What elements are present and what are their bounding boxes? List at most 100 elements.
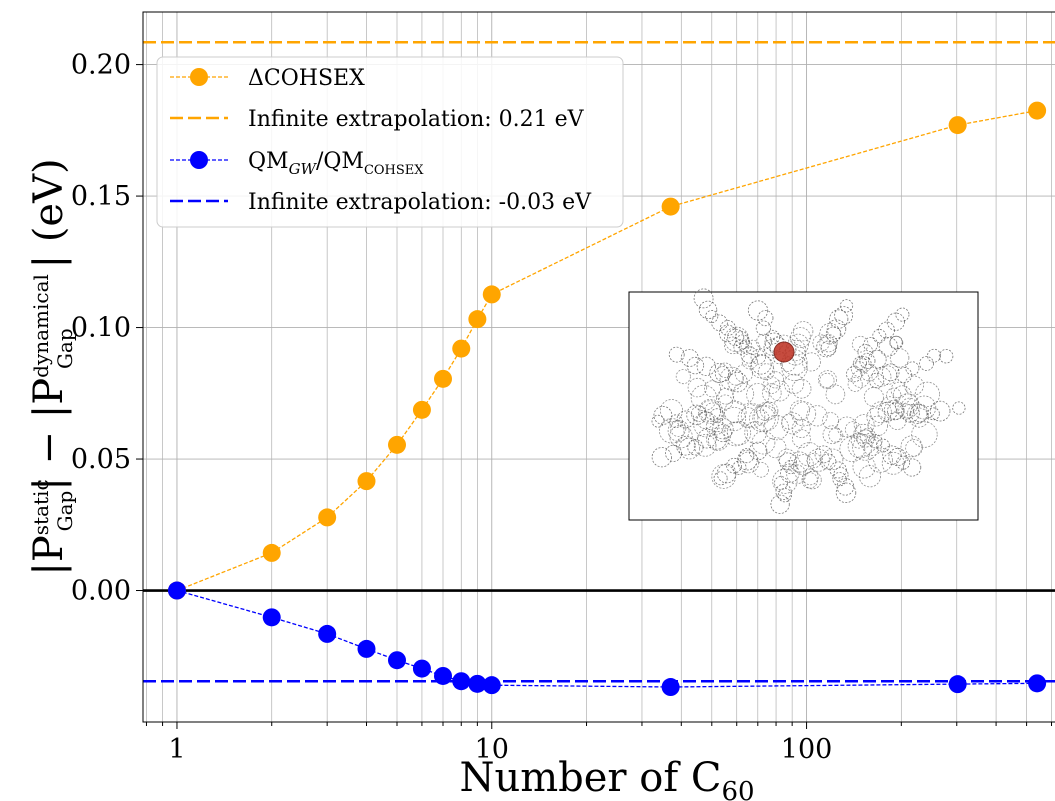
fullerene-ball [717, 362, 734, 379]
fullerene-ball [762, 376, 781, 394]
fullerene-ball [696, 356, 716, 376]
fullerene-ball [761, 383, 782, 403]
fullerene-ball [825, 384, 846, 405]
fullerene-ball [878, 337, 899, 357]
fullerene-ball [852, 455, 876, 479]
fullerene-ball [863, 386, 884, 407]
fullerene-ball [871, 366, 892, 387]
fullerene-ball [868, 433, 883, 449]
fullerene-ball [895, 307, 910, 322]
fullerene-ball [783, 373, 805, 394]
fullerene-ball [911, 421, 938, 448]
fullerene-ball [851, 335, 869, 353]
reference-lines [143, 40, 1055, 683]
fullerene-ball [919, 356, 934, 371]
fullerene-ball [737, 449, 758, 471]
fullerene-ball [765, 329, 780, 345]
data-point [948, 675, 967, 694]
data-point [468, 674, 487, 693]
fullerene-ball [895, 393, 920, 419]
fullerene-ball [781, 414, 797, 430]
fullerene-ball [793, 454, 814, 476]
fullerene-ball [740, 403, 766, 428]
fullerene-ball [801, 472, 818, 489]
legend-label: Infinite extrapolation: -0.03 eV [248, 190, 592, 215]
fullerene-ball [783, 460, 798, 475]
fullerene-ball [836, 477, 855, 496]
plot-frame [142, 11, 1055, 723]
fullerene-ball [901, 397, 918, 415]
fullerene-ball [832, 472, 847, 487]
fullerene-ball [717, 394, 733, 410]
fullerene-ball [806, 452, 822, 469]
fullerene-ball [690, 405, 708, 422]
data-point [357, 639, 376, 658]
fullerene-ball [699, 400, 721, 422]
fullerene-ball [780, 356, 796, 372]
fullerene-ball [839, 299, 854, 313]
fullerene-ball [870, 401, 892, 424]
fullerene-ball [846, 365, 863, 383]
fullerene-ball [952, 401, 966, 415]
legend-label: ΔCOHSEX [248, 66, 365, 91]
fullerene-ball [763, 414, 789, 441]
fullerene-ball [651, 447, 672, 468]
fullerene-ball [705, 309, 719, 323]
fullerene-ball [704, 380, 722, 398]
fullerene-ball [890, 381, 908, 399]
fullerene-ball [927, 348, 941, 363]
data-point [452, 339, 471, 358]
fullerene-ball [777, 488, 793, 503]
data-point [318, 508, 337, 527]
x-tick-label: 10 [475, 734, 509, 765]
fullerene-ball [693, 411, 719, 438]
fullerene-ball [720, 320, 736, 336]
fullerene-ball [816, 336, 837, 358]
fullerene-ball [834, 306, 853, 326]
y-tick-label: 0.05 [71, 444, 131, 475]
fullerene-ball [814, 445, 833, 464]
legend-entry: ΔCOHSEX [170, 66, 365, 91]
data-point [357, 472, 376, 491]
data-point [434, 666, 453, 685]
fullerene-ball [668, 346, 685, 363]
fullerene-ball [793, 321, 814, 342]
fullerene-ball [778, 452, 797, 471]
fullerene-ball [902, 458, 922, 477]
fullerene-ball [726, 328, 745, 346]
fullerene-ball [698, 300, 718, 320]
fullerene-ball [686, 404, 707, 426]
fullerene-ball [862, 435, 883, 456]
fullerene-ball [914, 381, 941, 407]
fullerene-ball [929, 400, 951, 422]
fullerene-ball [726, 457, 742, 474]
fullerene-ball [855, 356, 872, 373]
fullerene-ball [819, 372, 835, 389]
legend-label: Infinite extrapolation: 0.21 eV [248, 107, 585, 132]
fullerene-ball [705, 417, 724, 436]
fullerene-ball [660, 399, 684, 423]
legend-swatch-marker [190, 68, 208, 86]
fullerene-ball [877, 365, 898, 386]
fullerene-ball [881, 363, 900, 382]
fullerene-ball [860, 363, 878, 382]
fullerene-ball [752, 405, 779, 432]
data-point [167, 581, 186, 600]
fullerene-ball [686, 356, 705, 375]
fullerene-ball [709, 408, 725, 424]
fullerene-ball [706, 427, 730, 451]
fullerene-ball [740, 346, 758, 364]
fullerene-ball [753, 461, 769, 478]
legend-entry: Infinite extrapolation: 0.21 eV [170, 107, 585, 132]
fullerene-ball [888, 447, 907, 467]
fullerene-ball [822, 412, 840, 430]
fullerene-ball [721, 406, 747, 432]
fullerene-ball [675, 435, 696, 456]
fullerene-ball [886, 387, 902, 403]
fullerene-ball [735, 334, 750, 350]
fullerene-ball [727, 369, 744, 386]
data-point [948, 116, 967, 135]
y-tick-label: 0.15 [71, 181, 131, 212]
fullerene-ball [716, 463, 737, 484]
data-point [262, 608, 281, 627]
